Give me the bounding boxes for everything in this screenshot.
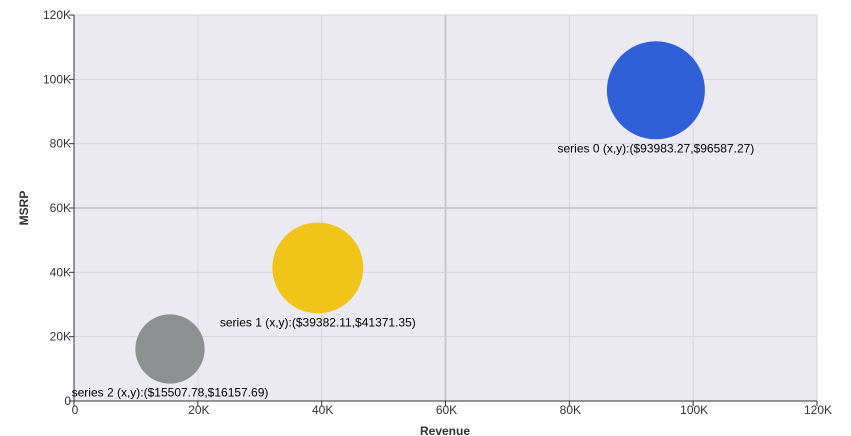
bubble-series-1 bbox=[272, 222, 364, 314]
bubble-series-0 bbox=[606, 41, 705, 140]
y-tick-label: 0 bbox=[64, 394, 71, 408]
y-tick-label: 80K bbox=[50, 137, 71, 151]
bubble-label-series-1: series 1 (x,y):($39382.11,$41371.35) bbox=[220, 315, 416, 329]
y-tick-label: 60K bbox=[50, 201, 71, 215]
x-tick-label: 80K bbox=[560, 403, 581, 417]
bubble-label-series-2: series 2 (x,y):($15507.78,$16157.69) bbox=[72, 386, 269, 400]
y-tick-label: 100K bbox=[43, 72, 71, 86]
x-tick-label: 100K bbox=[680, 403, 708, 417]
y-tick-label: 20K bbox=[50, 330, 71, 344]
bubble-series-2 bbox=[135, 314, 205, 384]
bubble-label-series-0: series 0 (x,y):($93983.27,$96587.27) bbox=[558, 141, 755, 155]
y-tick-label: 120K bbox=[43, 8, 71, 22]
x-tick-label: 120K bbox=[804, 403, 832, 417]
bubbles: series 0 (x,y):($93983.27,$96587.27) seri… bbox=[72, 41, 755, 400]
y-axis-title: MSRP bbox=[17, 191, 31, 226]
x-tick-label: 40K bbox=[312, 403, 333, 417]
x-axis-title: Revenue bbox=[420, 424, 470, 436]
x-axis-ticks: 0 20K 40K 60K 80K 100K 120K bbox=[72, 401, 832, 417]
x-tick-label: 20K bbox=[188, 403, 209, 417]
x-tick-label: 0 bbox=[72, 403, 79, 417]
x-tick-label: 60K bbox=[436, 403, 457, 417]
y-axis-ticks: 0 20K 40K 60K 80K 100K 120K bbox=[43, 8, 74, 408]
y-tick-label: 40K bbox=[50, 265, 71, 279]
